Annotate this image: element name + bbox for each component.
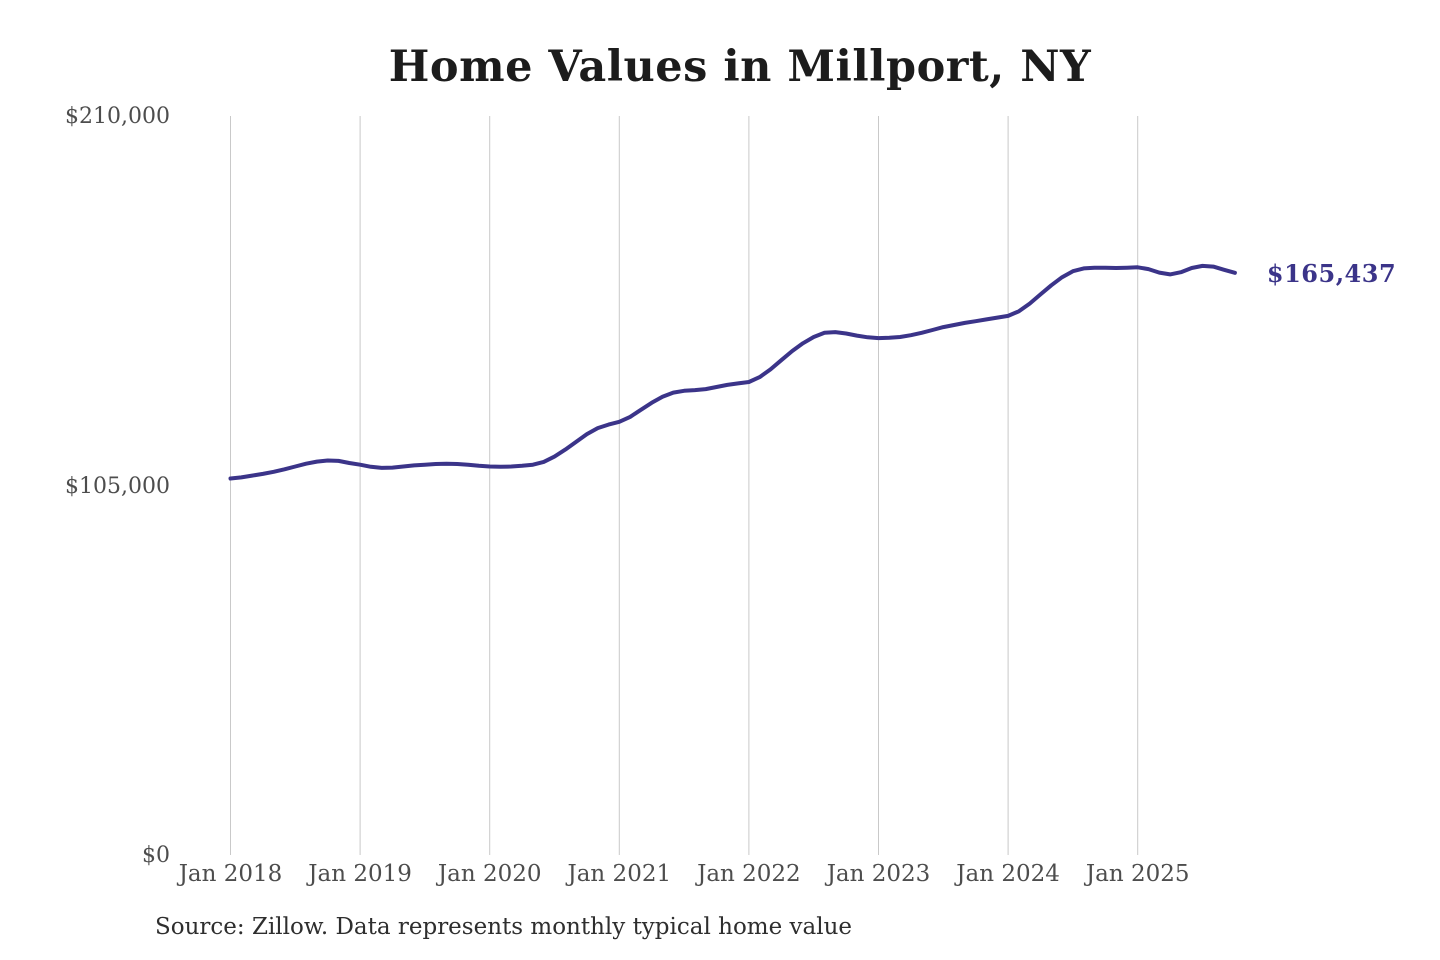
x-axis-label-jan-2019: Jan 2019	[308, 861, 412, 887]
y-axis-label-0: $0	[142, 843, 170, 868]
x-axis-label-jan-2025: Jan 2025	[1085, 861, 1190, 887]
gridlines	[230, 116, 1139, 855]
source-note: Source: Zillow. Data represents monthly …	[155, 914, 853, 940]
x-axis-label-jan-2020: Jan 2020	[437, 861, 542, 887]
y-axis-label-210000: $210,000	[65, 104, 170, 129]
x-axis-label-jan-2022: Jan 2022	[697, 861, 801, 887]
y-axis-label-105000: $105,000	[65, 473, 170, 499]
x-axis-label-jan-2021: Jan 2021	[567, 861, 672, 887]
home-value-line	[228, 263, 1237, 481]
x-axis-label-jan-2023: Jan 2023	[826, 861, 931, 887]
chart-title: Home Values in Millport, NY	[388, 42, 1092, 92]
end-value-label: $165,437	[1266, 258, 1397, 288]
x-axis-label-jan-2024: Jan 2024	[956, 861, 1060, 887]
x-axis-label-jan-2018: Jan 2018	[178, 861, 283, 887]
